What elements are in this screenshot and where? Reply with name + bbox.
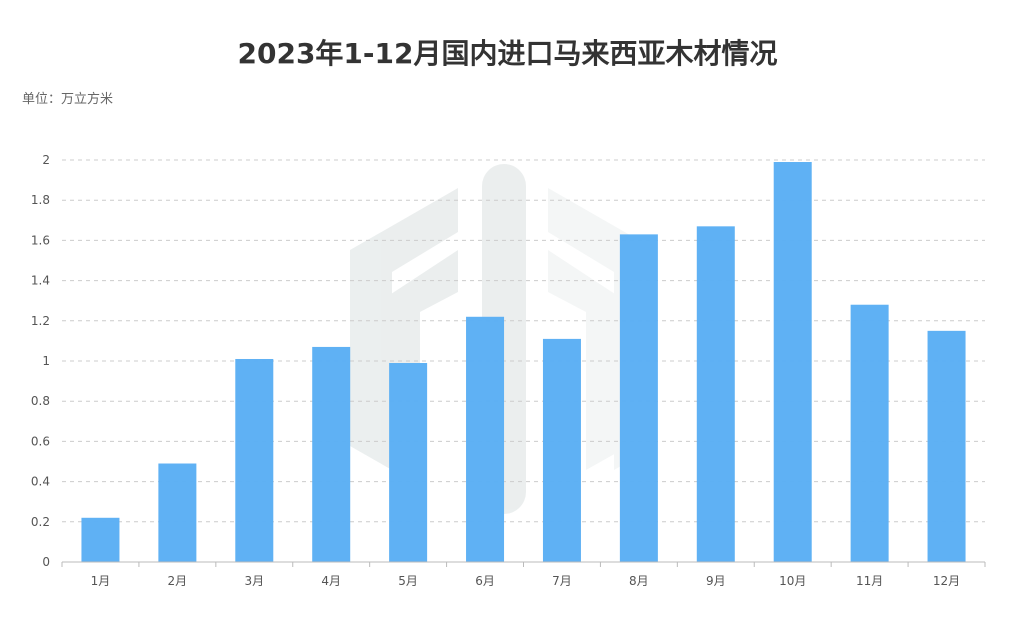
x-tick-label: 4月 — [321, 574, 341, 588]
x-tick-label: 11月 — [856, 574, 883, 588]
bar — [312, 346, 351, 562]
y-tick-label: 1.4 — [31, 274, 50, 288]
bar — [81, 517, 120, 562]
x-tick-label: 1月 — [91, 574, 111, 588]
bar — [619, 234, 658, 562]
bar — [773, 162, 812, 562]
x-tick-label: 6月 — [475, 574, 495, 588]
y-tick-label: 0.4 — [31, 475, 50, 489]
bar — [158, 463, 197, 562]
x-tick-label: 10月 — [779, 574, 806, 588]
y-tick-label: 0.8 — [31, 394, 50, 408]
y-tick-label: 0.2 — [31, 515, 50, 529]
y-tick-label: 1.2 — [31, 314, 50, 328]
x-tick-label: 8月 — [629, 574, 649, 588]
bar — [542, 338, 581, 562]
chart-title: 2023年1-12月国内进口马来西亚木材情况 — [237, 37, 778, 70]
x-tick-label: 2月 — [168, 574, 188, 588]
x-tick-label: 7月 — [552, 574, 572, 588]
bar — [850, 304, 889, 562]
y-tick-label: 1.8 — [31, 193, 50, 207]
bar — [235, 358, 274, 562]
x-tick-label: 5月 — [398, 574, 418, 588]
bar — [466, 316, 505, 562]
x-tick-label: 3月 — [244, 574, 264, 588]
bar — [927, 330, 966, 562]
x-tick-label: 12月 — [933, 574, 960, 588]
y-tick-label: 1 — [42, 354, 50, 368]
y-tick-label: 0.6 — [31, 434, 50, 448]
y-tick-label: 2 — [42, 153, 50, 167]
y-tick-label: 0 — [42, 555, 50, 569]
x-tick-label: 9月 — [706, 574, 726, 588]
bar — [389, 363, 428, 562]
y-tick-label: 1.6 — [31, 233, 50, 247]
bar — [696, 226, 735, 562]
unit-label: 单位：万立方米 — [22, 92, 114, 107]
